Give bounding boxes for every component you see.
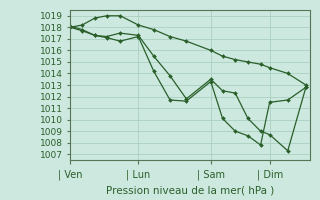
X-axis label: Pression niveau de la mer( hPa ): Pression niveau de la mer( hPa ) [106, 185, 275, 195]
